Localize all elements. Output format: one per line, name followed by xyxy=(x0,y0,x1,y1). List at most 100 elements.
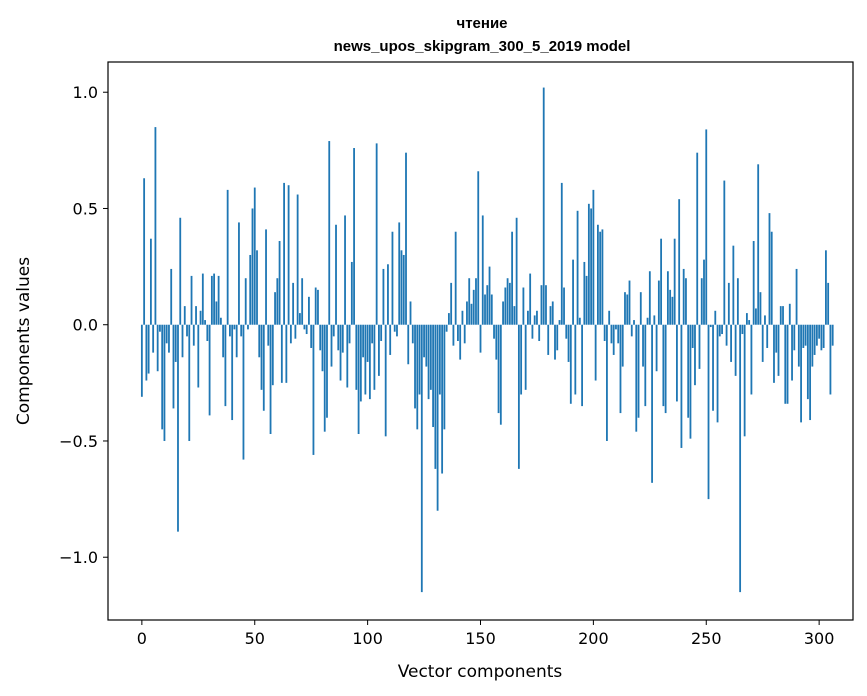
bar-113 xyxy=(396,324,398,337)
bar-45 xyxy=(242,324,245,460)
bar-147 xyxy=(472,289,475,325)
bar-287 xyxy=(788,303,791,325)
bar-10 xyxy=(163,324,166,441)
bar-80 xyxy=(321,324,324,372)
bar-38 xyxy=(226,189,229,325)
bar-98 xyxy=(362,324,365,358)
bar-6 xyxy=(154,127,157,325)
bar-295 xyxy=(806,324,809,400)
bar-168 xyxy=(520,324,523,395)
x-tick-label: 200 xyxy=(578,629,609,648)
bar-180 xyxy=(547,324,550,355)
bar-42 xyxy=(235,324,238,358)
bar-232 xyxy=(664,324,667,414)
bar-61 xyxy=(278,241,281,325)
bar-249 xyxy=(703,259,705,325)
bar-79 xyxy=(319,324,322,351)
bar-299 xyxy=(815,324,818,346)
bar-222 xyxy=(642,324,644,367)
bar-65 xyxy=(287,185,290,325)
bar-117 xyxy=(405,152,407,325)
bar-221 xyxy=(639,292,642,325)
y-tick-label: −0.5 xyxy=(59,432,98,451)
bar-49 xyxy=(251,208,254,325)
bar-86 xyxy=(335,224,337,325)
bar-182 xyxy=(551,301,554,325)
bar-92 xyxy=(348,324,351,344)
bar-245 xyxy=(694,324,696,386)
bar-175 xyxy=(536,310,538,325)
bar-261 xyxy=(730,324,732,362)
bar-123 xyxy=(418,324,421,395)
bar-228 xyxy=(655,324,658,372)
bar-278 xyxy=(768,213,771,325)
bar-24 xyxy=(195,306,197,325)
bar-185 xyxy=(558,320,561,325)
bar-208 xyxy=(610,324,613,344)
bar-26 xyxy=(199,310,202,325)
bar-116 xyxy=(402,254,405,325)
bar-139 xyxy=(454,231,457,325)
x-tick-label: 100 xyxy=(352,629,383,648)
bar-158 xyxy=(497,324,500,414)
bar-280 xyxy=(773,324,775,383)
bar-77 xyxy=(314,287,317,325)
y-axis-ticks: −1.0 −0.5 0.0 0.5 1.0 xyxy=(59,83,108,567)
bar-148 xyxy=(475,278,477,325)
bar-47 xyxy=(247,324,249,330)
bar-22 xyxy=(190,275,193,325)
bar-218 xyxy=(633,320,635,325)
chart-title: чтение xyxy=(456,15,507,32)
bar-141 xyxy=(459,324,462,360)
bar-152 xyxy=(484,294,486,325)
x-tick-label: 250 xyxy=(691,629,722,648)
bar-25 xyxy=(197,324,200,388)
bar-219 xyxy=(635,324,638,432)
bar-171 xyxy=(527,310,529,325)
bar-263 xyxy=(734,324,737,376)
bar-35 xyxy=(219,317,222,325)
bar-283 xyxy=(779,306,782,325)
bar-19 xyxy=(183,306,186,325)
bar-121 xyxy=(414,324,416,409)
bar-75 xyxy=(310,324,313,348)
bar-276 xyxy=(764,315,766,325)
bar-9 xyxy=(161,324,164,430)
bar-62 xyxy=(280,324,283,383)
bar-285 xyxy=(784,324,787,404)
bar-144 xyxy=(466,301,468,325)
bar-267 xyxy=(743,324,746,437)
bar-220 xyxy=(637,324,640,418)
bar-56 xyxy=(267,324,270,346)
bar-36 xyxy=(222,324,225,358)
bar-194 xyxy=(578,317,581,325)
bar-151 xyxy=(481,215,484,325)
bar-170 xyxy=(524,324,527,390)
bar-60 xyxy=(276,278,279,325)
bar-157 xyxy=(495,324,498,360)
bar-72 xyxy=(303,324,306,330)
bar-150 xyxy=(479,324,482,353)
bar-188 xyxy=(565,324,568,339)
bar-39 xyxy=(229,324,231,337)
bar-256 xyxy=(718,324,721,337)
bar-16 xyxy=(177,324,179,532)
bar-243 xyxy=(689,324,692,439)
bar-129 xyxy=(432,324,434,428)
bar-126 xyxy=(425,324,428,367)
bar-210 xyxy=(615,324,617,330)
x-tick-label: 0 xyxy=(137,629,147,648)
bar-270 xyxy=(750,324,753,395)
bar-161 xyxy=(504,287,507,325)
bar-138 xyxy=(452,324,455,346)
bar-43 xyxy=(238,222,240,325)
bar-128 xyxy=(429,324,432,390)
bar-78 xyxy=(317,289,319,325)
bar-30 xyxy=(208,324,211,416)
bar-172 xyxy=(529,273,532,325)
bar-190 xyxy=(569,324,572,404)
bar-137 xyxy=(450,282,453,325)
bar-73 xyxy=(305,324,308,335)
bar-160 xyxy=(502,301,504,325)
bar-200 xyxy=(592,189,595,325)
